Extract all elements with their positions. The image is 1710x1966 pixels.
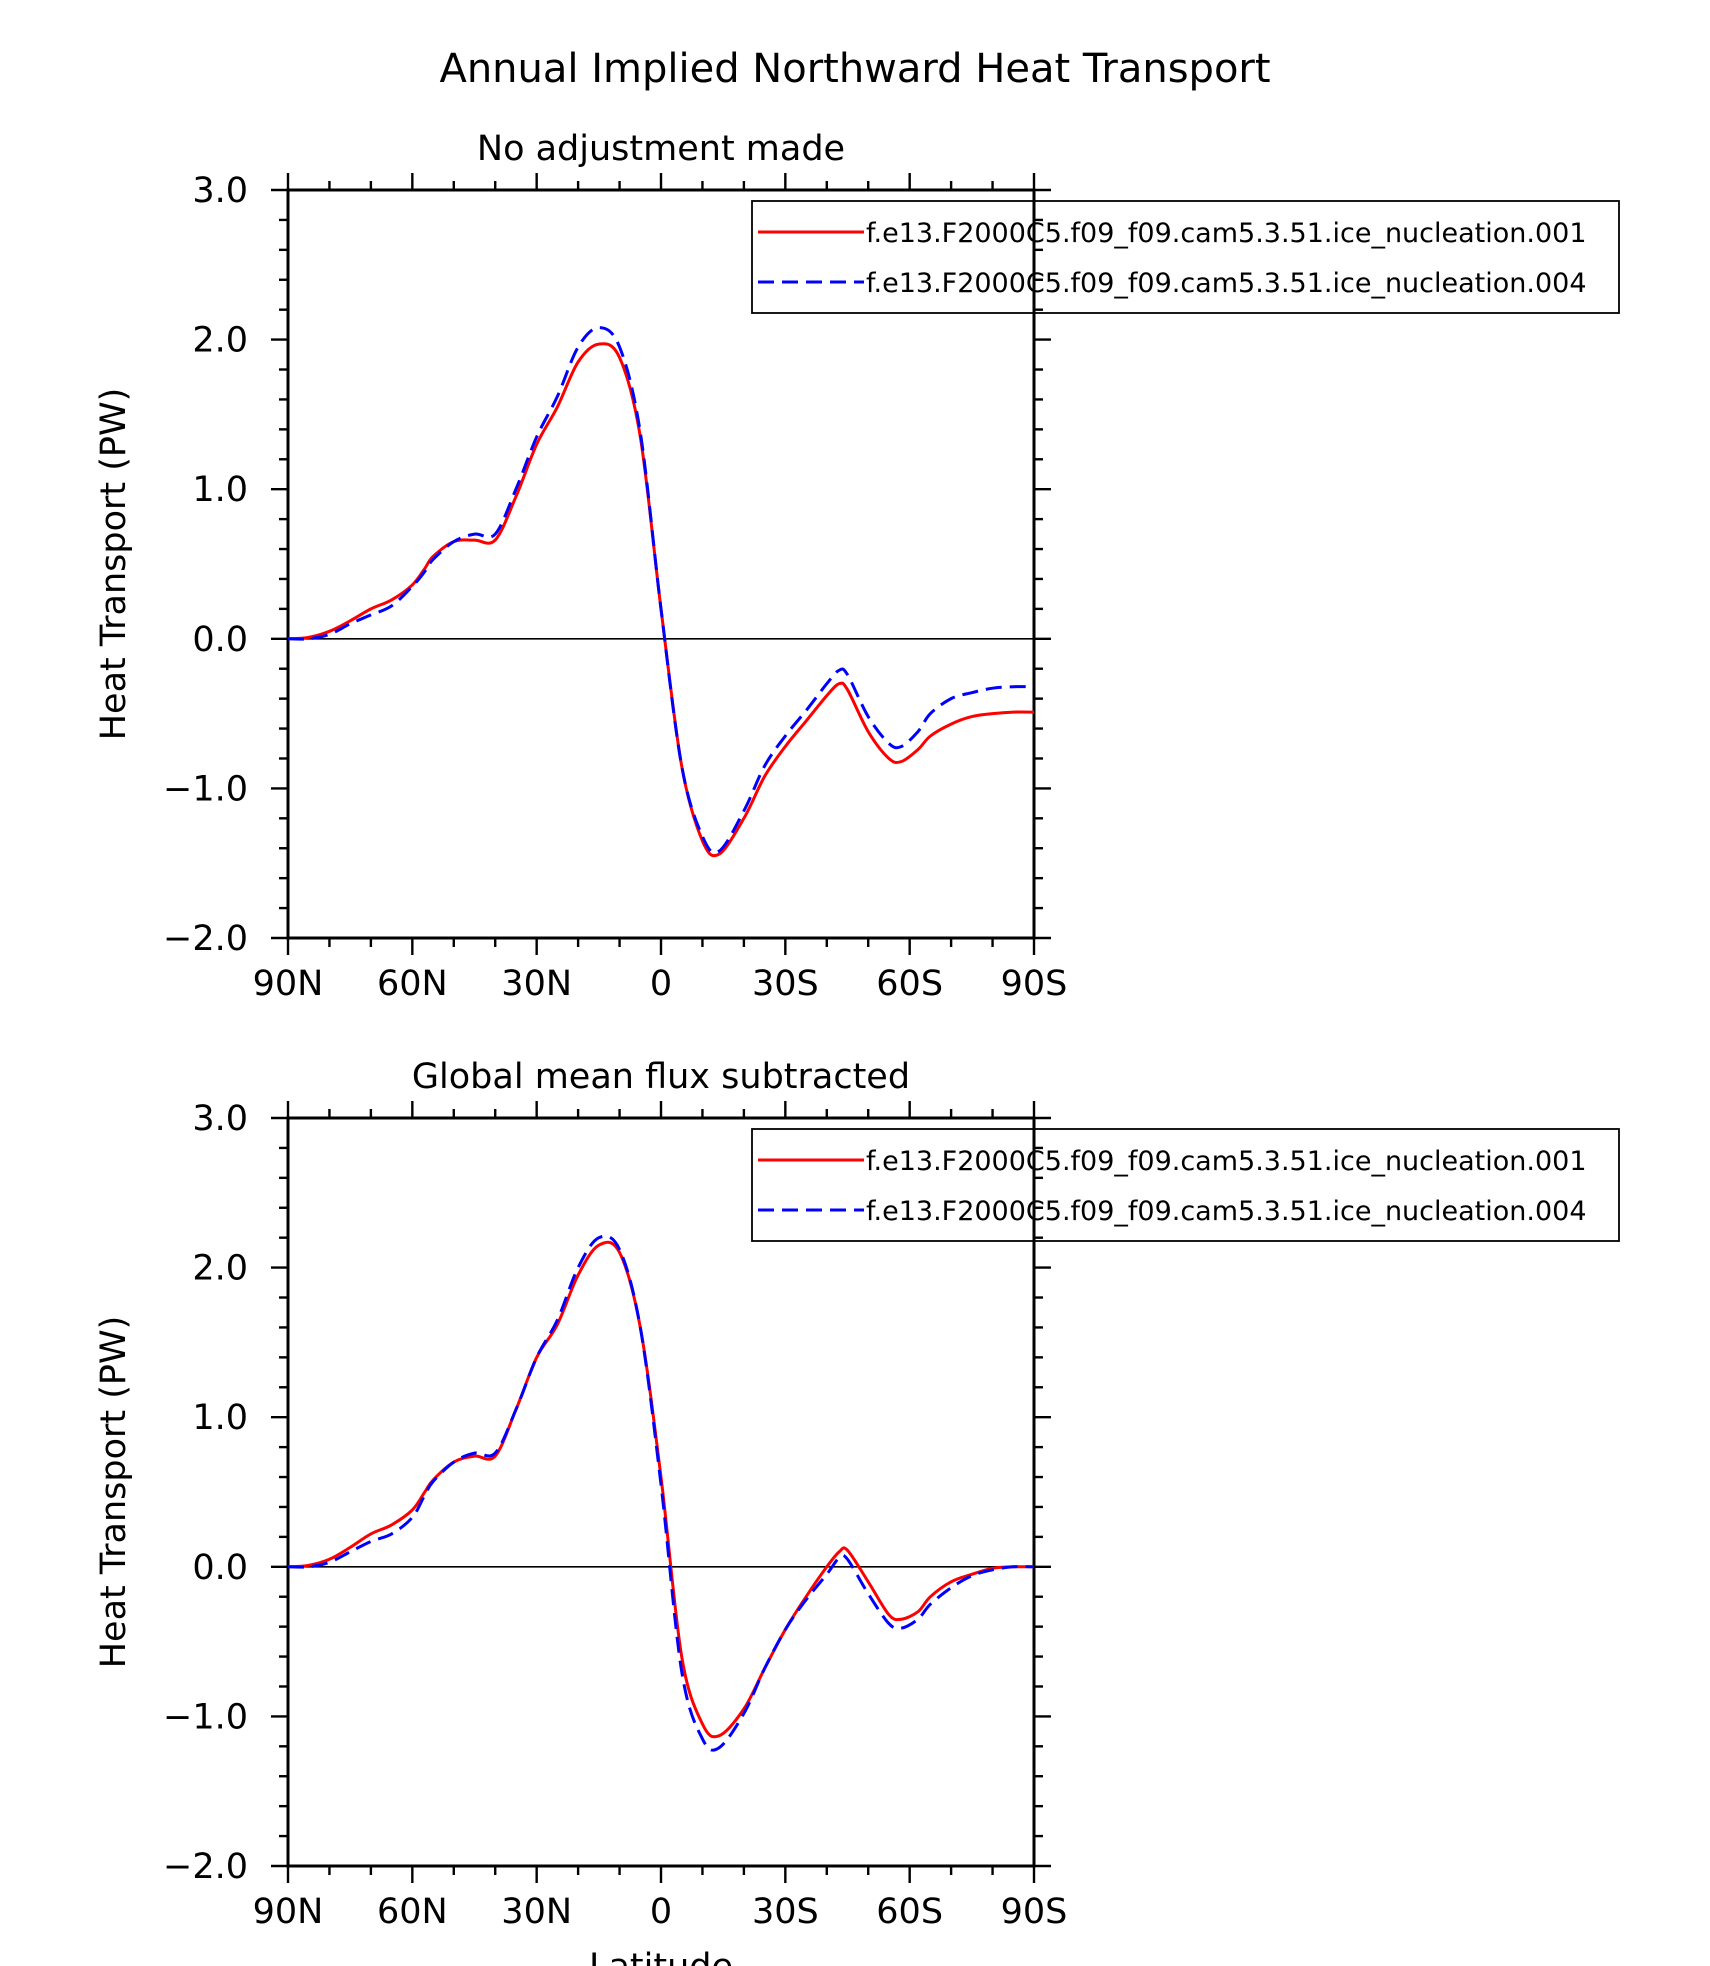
- y-axis-label: Heat Transport (PW): [94, 1316, 134, 1669]
- panel-title: Global mean flux subtracted: [412, 1057, 910, 1097]
- y-tick-label: −2.0: [163, 919, 248, 959]
- y-tick-label: 3.0: [192, 1099, 248, 1139]
- y-tick-label: 3.0: [192, 171, 248, 211]
- x-tick-label: 60S: [876, 1892, 943, 1932]
- y-tick-label: 2.0: [192, 321, 248, 361]
- x-tick-label: 0: [650, 1892, 672, 1932]
- x-tick-label: 60S: [876, 964, 943, 1004]
- x-tick-label: 90N: [253, 1892, 324, 1932]
- chart-panel-no-adjustment: No adjustment made Heat Transport (PW) −2.…: [94, 129, 1620, 1004]
- panel-title: No adjustment made: [477, 129, 845, 169]
- y-tick-label: −1.0: [163, 769, 248, 809]
- legend-label-2: f.e13.F2000C5.f09_f09.cam5.3.51.ice_nucl…: [866, 1196, 1587, 1227]
- series-line-1: [287, 1240, 1035, 1739]
- x-tick-label: 90S: [1001, 964, 1068, 1004]
- series-line-2: [287, 326, 1035, 855]
- x-tick-label: 30S: [752, 964, 819, 1004]
- legend: f.e13.F2000C5.f09_f09.cam5.3.51.ice_nucl…: [751, 1128, 1620, 1242]
- y-tick-label: 1.0: [192, 470, 248, 510]
- legend-box: [751, 1128, 1620, 1242]
- y-tick-label: 2.0: [192, 1249, 248, 1289]
- x-tick-label: 30N: [501, 1892, 572, 1932]
- y-tick-label: 0.0: [192, 620, 248, 660]
- plot-frame: [286, 1116, 1036, 1868]
- chart-panel-global-mean-subtracted: Global mean flux subtracted Heat Transpor…: [94, 1057, 1620, 1966]
- series-line-1: [287, 342, 1035, 858]
- x-tick-label: 0: [650, 964, 672, 1004]
- x-axis-label: Latitude: [589, 1947, 733, 1966]
- x-tick-label: 30S: [752, 1892, 819, 1932]
- legend: f.e13.F2000C5.f09_f09.cam5.3.51.ice_nucl…: [751, 200, 1620, 314]
- x-tick-label: 90N: [253, 964, 324, 1004]
- y-tick-label: −1.0: [163, 1697, 248, 1737]
- y-tick-label: −2.0: [163, 1847, 248, 1887]
- figure-title: Annual Implied Northward Heat Transport: [439, 46, 1270, 92]
- legend-label-2: f.e13.F2000C5.f09_f09.cam5.3.51.ice_nucl…: [866, 268, 1587, 299]
- plot-frame: [286, 188, 1036, 940]
- y-tick-label: 0.0: [192, 1548, 248, 1588]
- y-axis-label: Heat Transport (PW): [94, 388, 134, 741]
- x-tick-label: 60N: [377, 1892, 448, 1932]
- legend-label-1: f.e13.F2000C5.f09_f09.cam5.3.51.ice_nucl…: [866, 1146, 1587, 1177]
- y-tick-label: 1.0: [192, 1398, 248, 1438]
- series-line-2: [287, 1234, 1035, 1752]
- x-tick-label: 30N: [501, 964, 572, 1004]
- legend-box: [751, 200, 1620, 314]
- x-tick-label: 90S: [1001, 1892, 1068, 1932]
- legend-label-1: f.e13.F2000C5.f09_f09.cam5.3.51.ice_nucl…: [866, 218, 1587, 249]
- x-tick-label: 60N: [377, 964, 448, 1004]
